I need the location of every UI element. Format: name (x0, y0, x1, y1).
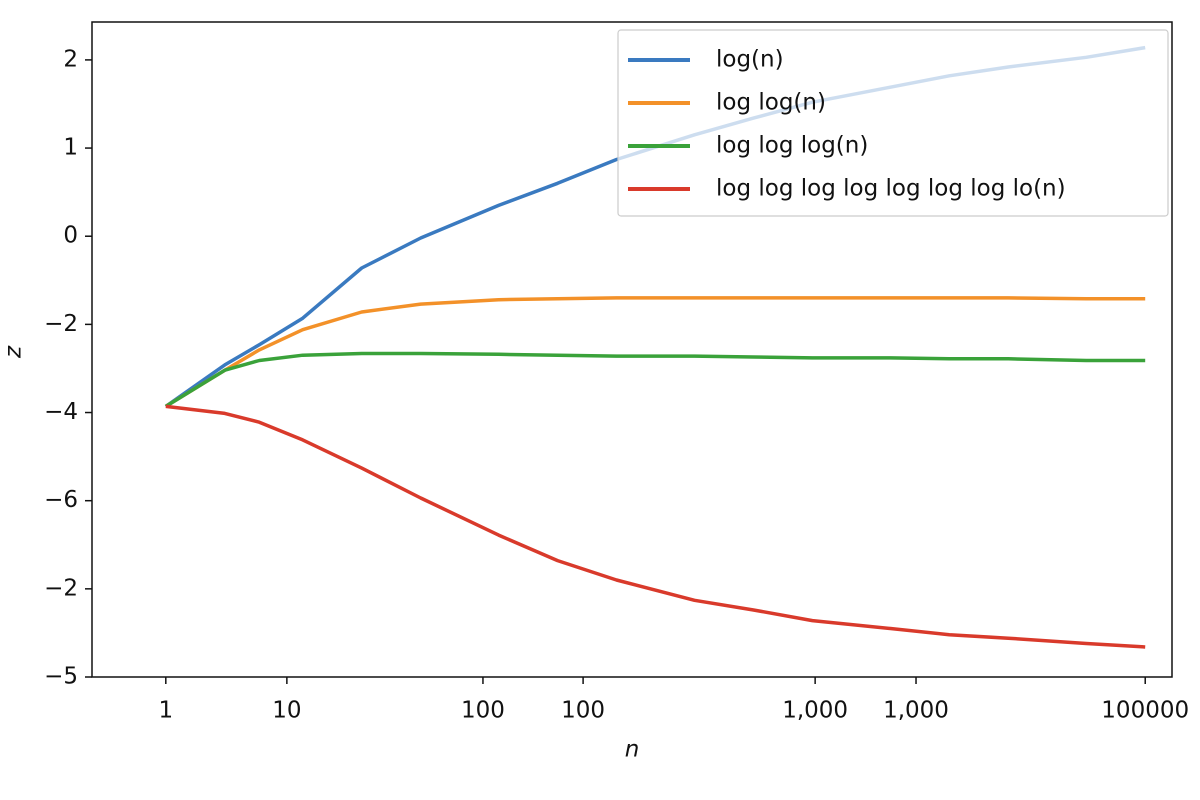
x-tick-label: 100 (561, 698, 605, 724)
y-tick-label: −4 (44, 399, 78, 425)
series-line (164, 351, 1146, 408)
y-tick-label: −5 (44, 664, 78, 690)
y-tick-label: −2 (44, 311, 78, 337)
legend-label: log log(n) (716, 90, 826, 116)
legend-label: log(n) (716, 47, 784, 73)
x-tick-label: 100 (461, 698, 505, 724)
legend-box (617, 29, 1169, 217)
x-axis-label: n (625, 737, 640, 763)
x-tick-label: 1,000 (782, 698, 848, 724)
series-line (165, 404, 1146, 649)
x-tick-label: 100000 (1101, 698, 1189, 724)
plot-frame (91, 21, 1173, 678)
series-line (164, 296, 1146, 408)
y-tick-label: 1 (63, 135, 78, 161)
legend-label: log log log log log log log lo(n) (716, 176, 1066, 202)
x-tick-label: 1 (158, 698, 173, 724)
legend-label: log log log(n) (716, 133, 868, 159)
y-tick-label: −6 (44, 487, 78, 513)
y-tick-label: 2 (63, 46, 78, 72)
x-tick-label: 1,000 (883, 698, 949, 724)
y-tick-label: −2 (44, 575, 78, 601)
x-tick-label: 10 (272, 698, 301, 724)
y-axis-label: z (1, 345, 27, 359)
y-tick-label: 0 (63, 223, 78, 249)
